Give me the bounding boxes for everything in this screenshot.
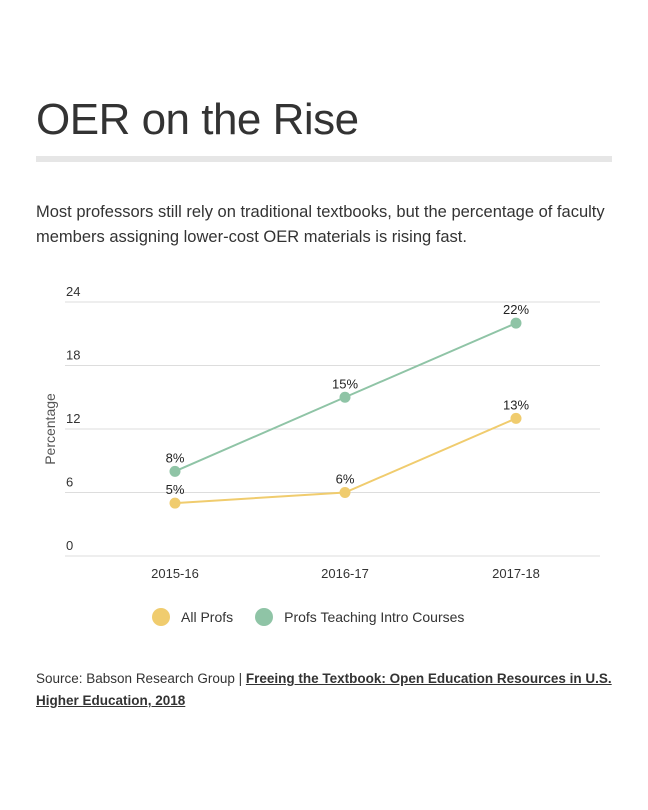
x-tick-label: 2017-18 [492, 566, 540, 581]
chart-subtitle: Most professors still rely on traditiona… [36, 203, 605, 246]
legend-item-all-profs: All Profs [152, 608, 233, 626]
data-point [339, 487, 351, 498]
data-point [169, 465, 181, 477]
data-label: 8% [166, 450, 185, 465]
data-label: 22% [503, 302, 529, 317]
data-label: 5% [166, 482, 185, 497]
source-note: Source: Babson Research Group | Freeing … [36, 668, 621, 712]
x-tick-label: 2015-16 [151, 566, 199, 581]
data-point [510, 412, 522, 424]
y-axis-label: Percentage [42, 393, 58, 465]
chart-legend: All Profs Profs Teaching Intro Courses [152, 608, 486, 626]
y-tick-label: 18 [66, 348, 80, 363]
legend-swatch-intro-profs [255, 608, 274, 626]
chart-title: OER on the Rise [36, 95, 359, 144]
y-tick-label: 6 [66, 475, 73, 490]
data-point [510, 317, 522, 329]
data-point [339, 391, 351, 403]
y-tick-label: 24 [66, 284, 80, 299]
data-labels: 5% 6% 13% 8% 15% 22% [166, 302, 530, 497]
data-label: 15% [332, 376, 358, 391]
y-tick-label: 12 [66, 411, 80, 426]
legend-swatch-all-profs [152, 608, 170, 626]
source-link[interactable]: Freeing the Textbook: Open Education Res… [36, 671, 612, 708]
data-label: 13% [503, 397, 529, 412]
grid-lines [65, 301, 600, 557]
line-chart: 0 6 12 18 24 2015-16 2016-17 2017-18 Percentag… [42, 284, 600, 581]
x-tick-label: 2016-17 [321, 566, 369, 581]
source-prefix: Source: Babson Research Group | [36, 671, 246, 686]
data-label: 6% [336, 472, 355, 487]
legend-item-intro-profs: Profs Teaching Intro Courses [255, 608, 464, 626]
x-tick-labels: 2015-16 2016-17 2017-18 [151, 566, 540, 581]
series-layer [169, 317, 522, 509]
title-divider [36, 156, 612, 162]
y-tick-label: 0 [66, 538, 73, 553]
legend-label-intro-profs: Profs Teaching Intro Courses [284, 609, 465, 625]
legend-label-all-profs: All Profs [181, 609, 234, 625]
y-tick-labels: 0 6 12 18 24 [66, 284, 80, 553]
data-point [169, 497, 181, 509]
